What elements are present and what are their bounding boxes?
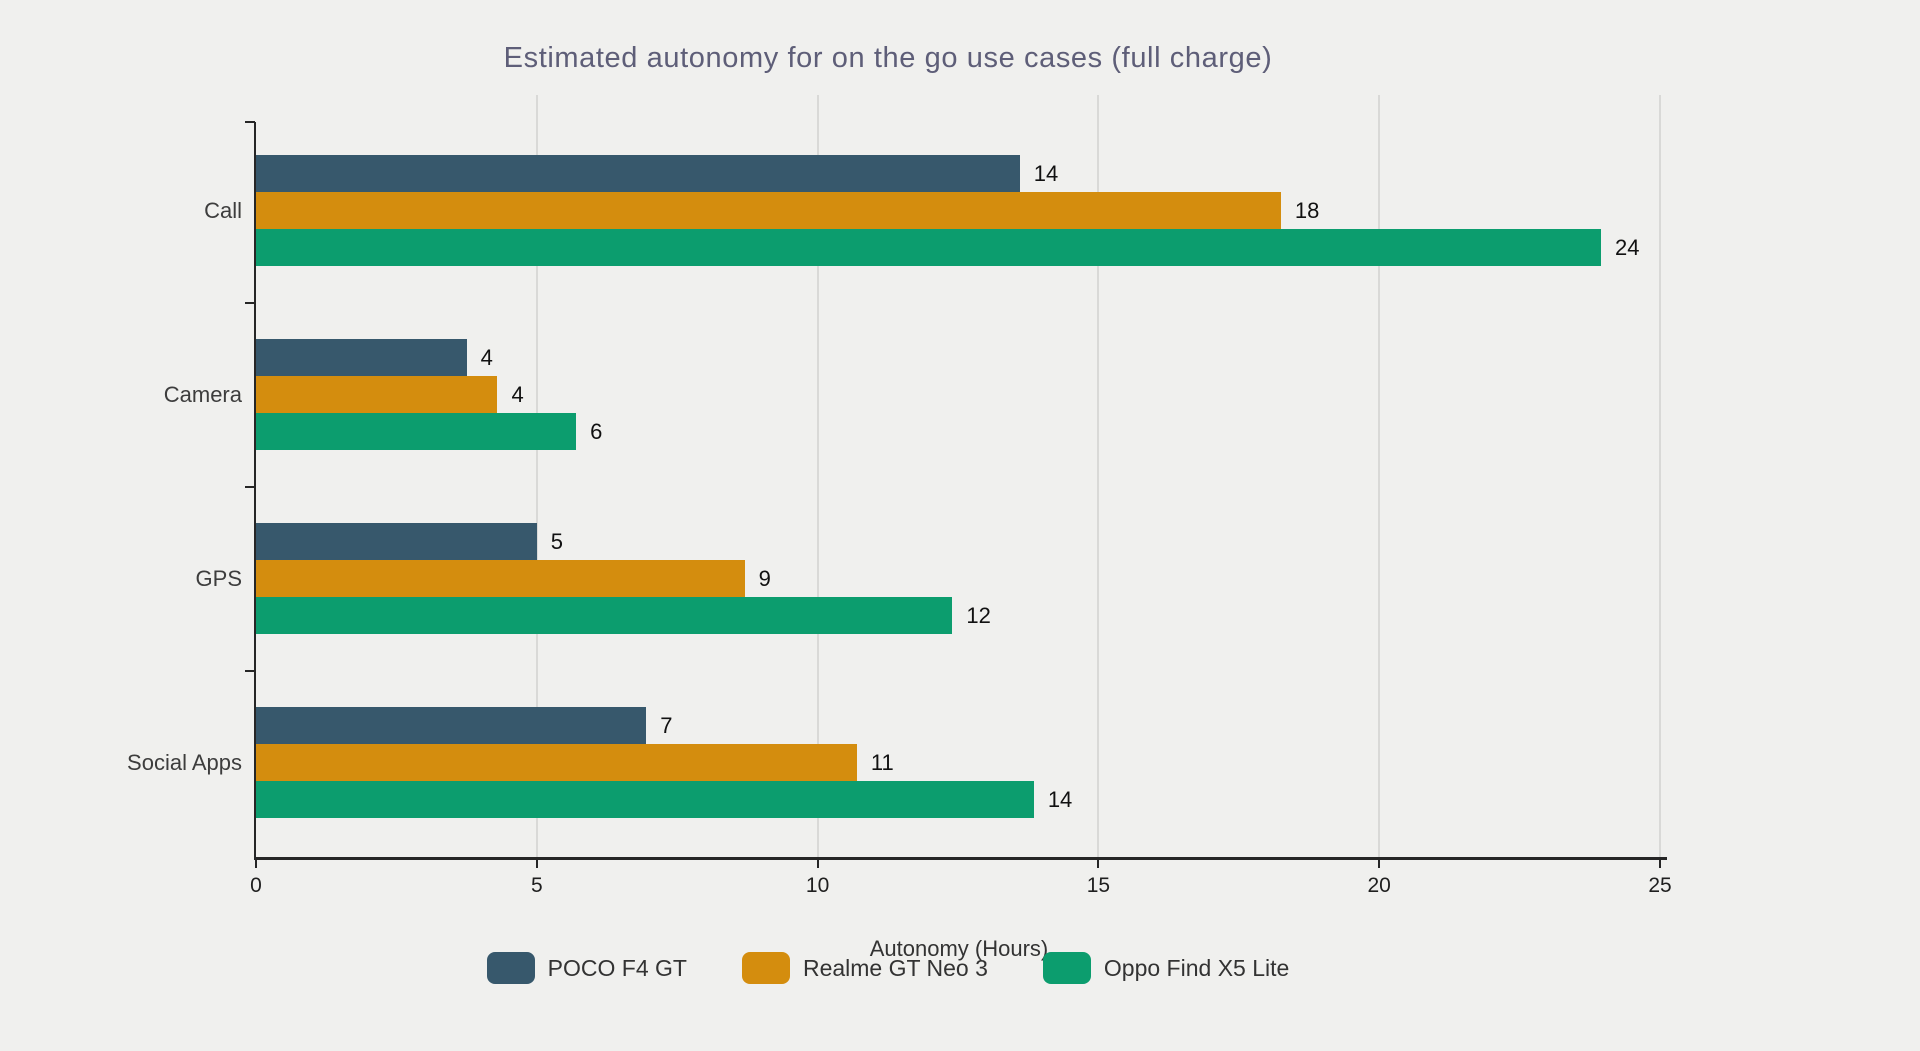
legend-item-oppo-find-x5-lite[interactable]: Oppo Find X5 Lite — [1042, 952, 1290, 984]
legend-label: Realme GT Neo 3 — [802, 955, 988, 981]
bar-gps-poco-f4-gt — [256, 523, 537, 560]
x-tick-5 — [535, 860, 538, 868]
bar-value-label: 24 — [1615, 235, 1640, 260]
y-axis-tick — [245, 302, 255, 304]
bar-gps-realme-gt-neo-3 — [256, 560, 745, 597]
bar-social-apps-oppo-find-x5-lite — [256, 781, 1034, 818]
x-tick-label-5: 5 — [530, 874, 543, 897]
bar-value-label: 4 — [511, 382, 524, 407]
y-axis-tick — [245, 670, 255, 672]
bar-social-apps-realme-gt-neo-3 — [256, 744, 857, 781]
bar-value-label: 14 — [1033, 161, 1059, 186]
bar-value-label: 12 — [966, 603, 991, 628]
legend-item-realme-gt-neo-3[interactable]: Realme GT Neo 3 — [741, 952, 988, 984]
bar-call-realme-gt-neo-3 — [256, 192, 1281, 229]
bar-value-label: 14 — [1047, 787, 1073, 812]
x-axis-line — [254, 857, 1667, 860]
gridline-x-20 — [1378, 95, 1381, 858]
gridline-x-5 — [535, 95, 538, 858]
gridline-x-25 — [1659, 95, 1661, 858]
category-label-camera: Camera — [163, 382, 242, 407]
legend-swatch-oppo-find-x5-lite — [1042, 952, 1091, 984]
x-tick-20 — [1378, 860, 1381, 868]
y-axis-line — [254, 122, 256, 859]
x-tick-25 — [1659, 860, 1661, 868]
legend: POCO F4 GT Realme GT Neo 3 Oppo Find X5 Li… — [0, 952, 1776, 984]
bar-value-label: 9 — [758, 566, 771, 591]
category-label-call: Call — [204, 198, 242, 223]
legend-label: POCO F4 GT — [547, 955, 687, 981]
category-label-gps: GPS — [195, 566, 242, 591]
x-tick-label-25: 25 — [1648, 874, 1672, 897]
x-axis-title: Autonomy (Hours) — [869, 936, 1049, 961]
bar-camera-poco-f4-gt — [256, 339, 467, 376]
bar-value-label: 18 — [1294, 198, 1320, 223]
y-axis-tick — [245, 121, 255, 123]
category-label-social-apps: Social Apps — [127, 750, 242, 775]
gridline-x-15 — [1097, 95, 1100, 858]
legend-swatch-realme-gt-neo-3 — [741, 952, 790, 984]
bar-value-label: 7 — [660, 713, 673, 738]
x-tick-15 — [1097, 860, 1100, 868]
y-axis-tick — [245, 486, 255, 488]
x-tick-label-20: 20 — [1367, 874, 1391, 897]
x-tick-10 — [816, 860, 819, 868]
x-tick-0 — [255, 860, 257, 868]
bar-social-apps-poco-f4-gt — [256, 707, 647, 744]
bar-call-oppo-find-x5-lite — [256, 229, 1602, 266]
bar-call-poco-f4-gt — [256, 155, 1020, 192]
x-tick-label-10: 10 — [805, 874, 830, 897]
legend-item-poco-f4-gt[interactable]: POCO F4 GT — [486, 952, 687, 984]
bar-camera-realme-gt-neo-3 — [256, 376, 498, 413]
bar-gps-oppo-find-x5-lite — [256, 597, 953, 634]
gridline-x-10 — [816, 95, 819, 858]
x-tick-label-0: 0 — [250, 874, 262, 897]
bar-value-label: 11 — [870, 750, 894, 775]
bar-camera-oppo-find-x5-lite — [256, 413, 577, 450]
bar-value-label: 4 — [480, 345, 493, 370]
chart-title: Estimated autonomy for on the go use cas… — [503, 42, 1273, 74]
x-tick-label-15: 15 — [1086, 874, 1111, 897]
bar-value-label: 6 — [590, 419, 603, 444]
legend-label: Oppo Find X5 Lite — [1103, 955, 1290, 981]
legend-swatch-poco-f4-gt — [486, 952, 535, 984]
bar-value-label: 5 — [550, 529, 564, 554]
